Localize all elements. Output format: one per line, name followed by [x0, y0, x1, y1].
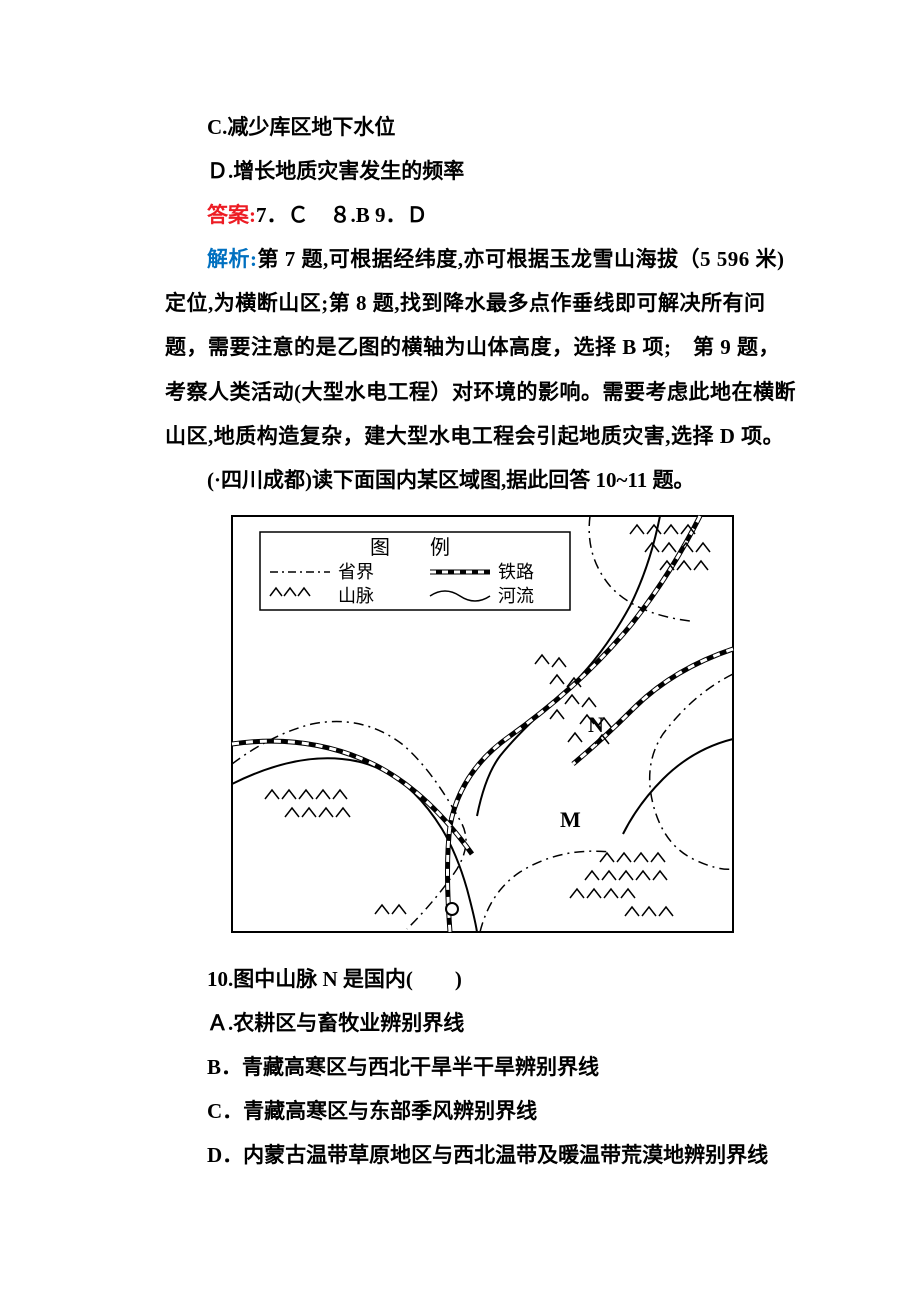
city-marker	[446, 903, 458, 915]
analysis-text: 第 7 题,可根据经纬度,亦可根据玉龙雪山海拔（5 596 米)定位,为横断山区…	[165, 247, 796, 447]
q10-option-d: D．内蒙古温带草原地区与西北温带及暖温带荒漠地辨别界线	[165, 1133, 800, 1177]
answer-text: 7．Ｃ ８.B 9．Ｄ	[256, 203, 428, 227]
q10-option-b: B．青藏高寒区与西北干旱半干旱辨别界线	[165, 1045, 800, 1089]
analysis-paragraph: 解析:第 7 题,可根据经纬度,亦可根据玉龙雪山海拔（5 596 米)定位,为横…	[165, 237, 800, 457]
option-d: Ｄ.增长地质灾害发生的频率	[165, 149, 800, 193]
q10-option-c: C．青藏高寒区与东部季风辨别界线	[165, 1089, 800, 1133]
map-figure: 图 例 省界 铁路 山脉 河流	[165, 514, 800, 949]
question-10: 10.图中山脉 N 是国内( )	[165, 957, 800, 1001]
analysis-label: 解析:	[207, 247, 258, 271]
svg-text:省界: 省界	[338, 562, 374, 582]
document-page: C.减少库区地下水位 Ｄ.增长地质灾害发生的频率 答案:7．Ｃ ８.B 9．Ｄ …	[0, 0, 920, 1302]
map-svg: 图 例 省界 铁路 山脉 河流	[230, 514, 735, 934]
answer-label: 答案:	[207, 203, 256, 227]
question-prompt: (·四川成都)读下面国内某区域图,据此回答 10~11 题。	[165, 458, 800, 502]
svg-text:铁路: 铁路	[498, 562, 534, 582]
legend-title: 图 例	[370, 536, 450, 559]
svg-text:山脉: 山脉	[338, 586, 374, 606]
label-m: M	[560, 807, 581, 832]
svg-text:河流: 河流	[498, 586, 534, 606]
option-c: C.减少库区地下水位	[165, 105, 800, 149]
label-n: N	[588, 712, 604, 737]
q10-option-a: Ａ.农耕区与畜牧业辨别界线	[165, 1001, 800, 1045]
answer-line: 答案:7．Ｃ ８.B 9．Ｄ	[165, 193, 800, 237]
